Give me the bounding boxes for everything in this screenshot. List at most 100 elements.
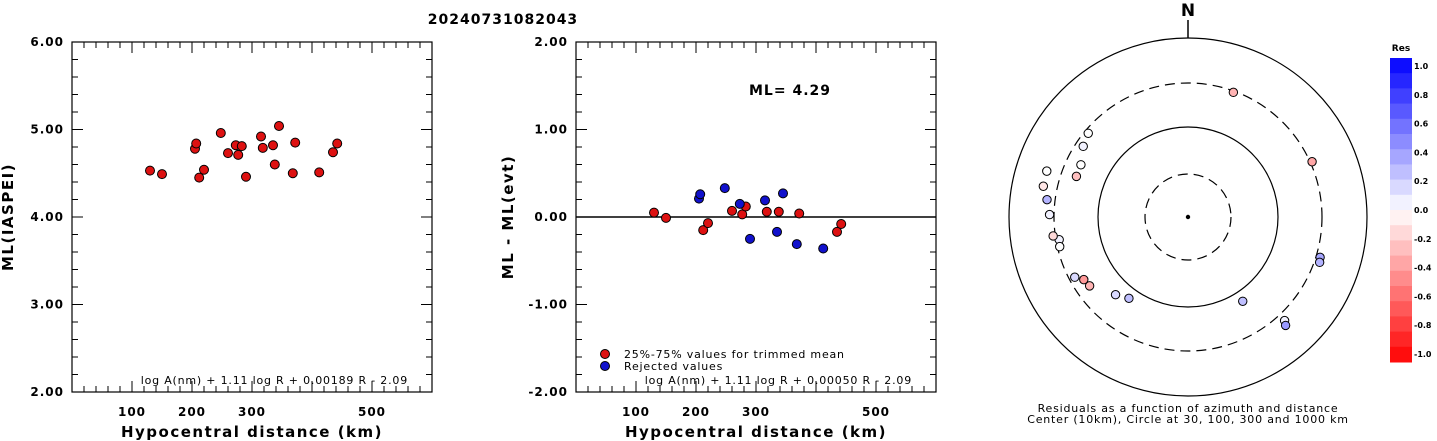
y-tick-label: 5.00 — [30, 123, 64, 137]
station-residual-point — [1280, 320, 1291, 331]
ring-1000km — [1008, 37, 1368, 397]
station-point — [274, 121, 284, 131]
ring-100km — [1097, 126, 1279, 308]
station-point — [314, 167, 325, 178]
north-label: N — [1181, 1, 1195, 21]
rejected-point — [760, 195, 770, 206]
colorbar-label: 0.2 — [1414, 177, 1428, 186]
formula: log A(nm) + 1.11 log R + 0.00050 R - 2.0… — [645, 374, 912, 387]
station-residual-point — [1076, 160, 1086, 170]
accepted-point — [703, 218, 713, 229]
station-point — [233, 149, 244, 160]
colorbar-cell — [1390, 103, 1412, 120]
y-tick-label: 0.00 — [534, 210, 568, 224]
accepted-point — [773, 206, 784, 217]
x-tick-label: 200 — [682, 405, 710, 419]
colorbar-label: 1.0 — [1414, 62, 1429, 71]
station-point — [145, 165, 155, 176]
colorbar-cell — [1390, 270, 1412, 287]
colorbar-cell — [1390, 88, 1412, 105]
x-tick-label: 100 — [118, 405, 146, 419]
colorbar-cell — [1390, 210, 1412, 226]
station-point — [194, 172, 205, 183]
colorbar-label: 0.6 — [1414, 120, 1429, 129]
station-residual-point — [1083, 128, 1093, 138]
station-point — [268, 140, 278, 151]
station-residual-point — [1314, 257, 1325, 268]
formula: log A(nm) + 1.11 log R + 0.00189 R - 2.0… — [141, 374, 408, 387]
rejected-point — [778, 188, 788, 199]
accepted-point — [698, 225, 709, 236]
y-tick-label: 6.00 — [30, 35, 64, 49]
station-point — [256, 131, 266, 142]
station-residual-point — [1048, 231, 1058, 241]
colorbar-label: 0.8 — [1414, 91, 1429, 100]
y-tick-label: -1.00 — [528, 298, 568, 312]
figure-title: 20240731082043 — [428, 12, 578, 28]
station-residual-point — [1071, 171, 1082, 182]
y-tick-label: 2.00 — [30, 385, 64, 399]
legend-marker-rejected — [600, 361, 610, 371]
colorbar-cell — [1390, 149, 1412, 165]
y-axis-label: ML - ML(evt) — [499, 155, 517, 279]
x-tick-label: 300 — [742, 405, 770, 419]
legend-label-accepted: 25%-75% values for trimmed mean — [624, 348, 845, 361]
y-tick-label: 1.00 — [534, 123, 568, 137]
station-point — [269, 159, 280, 170]
accepted-point — [832, 226, 842, 237]
colorbar-cell — [1390, 301, 1412, 317]
station-point — [236, 141, 247, 152]
colorbar-label: -0.8 — [1414, 321, 1432, 330]
x-tick-label: 300 — [238, 405, 266, 419]
colorbar-cell — [1390, 118, 1412, 135]
colorbar-label: -0.4 — [1414, 264, 1432, 273]
station-point — [241, 171, 251, 182]
ring-30km — [1144, 173, 1232, 261]
station-residual-point — [1042, 166, 1052, 176]
station-residual-point — [1228, 87, 1239, 98]
y-axis-label: ML(IASPEI) — [0, 163, 17, 271]
x-axis-label: Hypocentral distance (km) — [121, 423, 383, 441]
accepted-point — [727, 205, 737, 216]
colorbar: 1.0 0.8 0.6 0.4 0.2 0.0 -0.2 -0.4 -0.6 -0.8 -1.0 — [1390, 58, 1432, 363]
colorbar-cell — [1390, 73, 1412, 89]
rejected-point — [719, 183, 730, 194]
accepted-point — [649, 207, 659, 218]
y-tick-label: 4.00 — [30, 210, 64, 224]
station-point — [290, 137, 301, 148]
x-tick-label: 500 — [358, 405, 386, 419]
station-point — [191, 138, 202, 149]
rejected-point — [791, 239, 802, 250]
station-residual-point — [1070, 272, 1080, 282]
ml-iaspei-panel: ML(IASPEI) Hypocentral distance (km) log… — [0, 35, 433, 441]
station-residual-point — [1084, 281, 1095, 291]
x-axis-label: Hypocentral distance (km) — [625, 423, 887, 441]
station-point — [223, 148, 233, 159]
rejected-point — [818, 243, 829, 254]
legend-label-rejected: Rejected values — [624, 360, 723, 373]
accepted-point — [836, 219, 847, 229]
colorbar-cell — [1390, 316, 1412, 333]
station-residual-point — [1307, 157, 1317, 167]
rejected-point — [734, 198, 745, 209]
ring-300km — [1053, 82, 1323, 352]
y-tick-label: -2.00 — [528, 385, 568, 399]
colorbar-label: 0.0 — [1414, 206, 1429, 215]
accepted-point — [761, 206, 772, 217]
ml-residual-panel: ML - ML(evt) Hypocentral distance (km) M… — [499, 35, 937, 441]
accepted-point — [661, 212, 671, 223]
epicenter — [1185, 214, 1191, 220]
azimuth-residual-panel: N Residuals as a function of azimuth and… — [1008, 1, 1432, 426]
station-residual-point — [1042, 194, 1052, 205]
colorbar-cell — [1390, 179, 1412, 196]
rejected-point — [695, 189, 706, 200]
colorbar-cell — [1390, 164, 1412, 181]
station-point — [215, 128, 226, 138]
ml-annotation: ML= 4.29 — [749, 83, 831, 99]
colorbar-label: -0.2 — [1414, 235, 1432, 244]
station-residual-point — [1055, 241, 1065, 252]
x-tick-label: 500 — [862, 405, 890, 419]
station-residual-point — [1079, 274, 1089, 285]
station-point — [257, 142, 268, 153]
